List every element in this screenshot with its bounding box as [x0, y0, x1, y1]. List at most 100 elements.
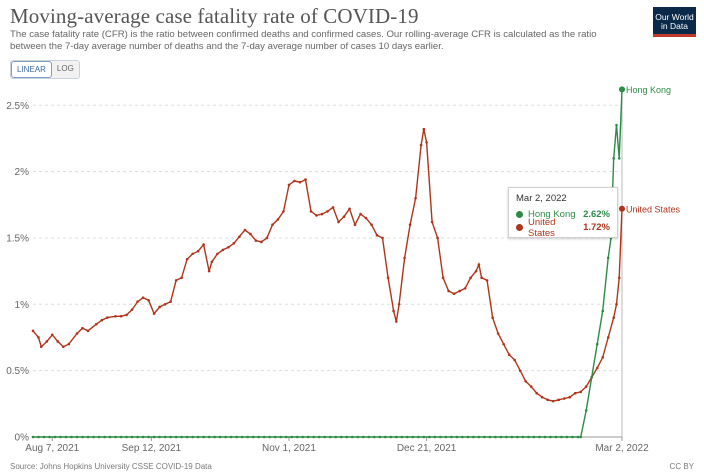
data-point-united-states [174, 279, 178, 282]
data-point-hong-kong [240, 435, 244, 439]
data-point-hong-kong [411, 435, 415, 439]
data-point-hong-kong [70, 435, 73, 439]
data-point-hong-kong [439, 435, 442, 439]
data-point-hong-kong [262, 435, 266, 439]
data-point-united-states [370, 223, 373, 226]
data-point-united-states [463, 287, 467, 290]
data-point-united-states [480, 276, 483, 280]
data-point-hong-kong [433, 435, 437, 439]
data-point-united-states [422, 127, 426, 131]
data-point-united-states [45, 340, 49, 343]
data-point-hong-kong [103, 435, 106, 439]
data-point-hong-kong [169, 435, 172, 439]
data-point-united-states [180, 276, 183, 280]
data-point-hong-kong [97, 435, 101, 439]
data-point-united-states [568, 395, 572, 399]
data-point-hong-kong [136, 435, 139, 439]
data-point-hong-kong [472, 435, 475, 439]
x-tick-label: Aug 7, 2021 [25, 443, 79, 454]
data-point-hong-kong [290, 435, 294, 439]
data-point-united-states [293, 179, 296, 183]
data-point-hong-kong [590, 375, 594, 379]
data-point-hong-kong [64, 435, 68, 439]
data-point-united-states [612, 316, 616, 319]
data-point-hong-kong [532, 435, 536, 439]
data-point-hong-kong [516, 435, 519, 439]
data-point-united-states [238, 235, 241, 238]
linear-scale-button[interactable]: LINEAR [11, 61, 52, 78]
data-point-hong-kong [31, 435, 35, 439]
data-point-united-states [56, 340, 60, 343]
series-line-hong-kong [33, 89, 623, 438]
data-point-hong-kong [505, 435, 508, 439]
data-point-hong-kong [312, 435, 316, 439]
y-tick-label: 0.5% [6, 366, 29, 377]
data-point-united-states [276, 218, 280, 221]
data-point-united-states [152, 312, 156, 315]
data-point-hong-kong [229, 435, 233, 439]
data-point-hong-kong [251, 435, 255, 439]
data-point-united-states [477, 263, 481, 266]
data-point-united-states [326, 210, 329, 213]
data-point-hong-kong [147, 435, 150, 439]
data-point-united-states [37, 336, 40, 339]
data-point-united-states [392, 309, 395, 313]
data-point-united-states [430, 220, 434, 224]
data-point-hong-kong [383, 435, 387, 439]
data-point-united-states [331, 206, 335, 209]
data-point-united-states [375, 234, 379, 237]
scale-toggle: LINEAR LOG [10, 60, 80, 79]
data-point-united-states [315, 214, 318, 217]
data-point-united-states [397, 303, 401, 306]
data-point-hong-kong [378, 435, 382, 439]
data-point-hong-kong [328, 435, 332, 439]
tooltip-value-hong-kong: 2.62% [583, 209, 610, 220]
data-point-united-states [529, 385, 533, 388]
data-point-united-states [61, 345, 65, 349]
data-point-hong-kong [444, 435, 448, 439]
data-point-hong-kong [466, 435, 470, 439]
data-point-hong-kong [499, 435, 503, 439]
data-point-united-states [271, 223, 274, 226]
data-point-united-states [615, 303, 618, 306]
data-point-united-states [141, 296, 145, 299]
end-marker-hong-kong [619, 86, 625, 93]
chart-title: Moving-average case fatality rate of COV… [10, 4, 419, 28]
data-point-united-states [287, 183, 291, 187]
data-point-hong-kong [213, 435, 216, 439]
end-label-hong-kong: Hong Kong [626, 85, 671, 95]
data-point-united-states [353, 223, 357, 226]
data-point-hong-kong [461, 435, 464, 439]
data-point-hong-kong [158, 435, 161, 439]
data-point-hong-kong [549, 435, 552, 439]
series-lines [32, 89, 623, 438]
owid-logo[interactable]: Our World in Data [653, 7, 696, 37]
data-point-united-states [485, 279, 489, 282]
data-point-united-states [50, 333, 54, 337]
data-point-united-states [136, 300, 139, 303]
data-point-united-states [75, 332, 79, 335]
data-point-hong-kong [455, 435, 459, 439]
log-scale-button[interactable]: LOG [51, 61, 79, 78]
data-point-hong-kong [483, 435, 486, 439]
data-point-hong-kong [356, 435, 360, 439]
data-point-hong-kong [218, 435, 222, 439]
data-point-united-states [469, 276, 472, 280]
y-tick-label: 1.5% [6, 233, 29, 244]
data-point-united-states [447, 289, 450, 293]
license-link[interactable]: CC BY [669, 462, 694, 471]
data-point-hong-kong [59, 435, 62, 439]
data-point-united-states [191, 252, 194, 256]
data-point-hong-kong [367, 435, 371, 439]
data-point-united-states [81, 326, 84, 330]
data-point-united-states [119, 314, 123, 318]
data-point-united-states [169, 300, 172, 303]
data-point-hong-kong [615, 123, 618, 127]
y-axis-labels: 0% 0.5% 1% 1.5% 2% 2.5% [6, 101, 29, 444]
data-point-hong-kong [576, 435, 580, 439]
data-point-hong-kong [141, 435, 145, 439]
data-point-united-states [342, 215, 346, 219]
data-point-hong-kong [224, 435, 227, 439]
data-point-hong-kong [301, 435, 305, 439]
